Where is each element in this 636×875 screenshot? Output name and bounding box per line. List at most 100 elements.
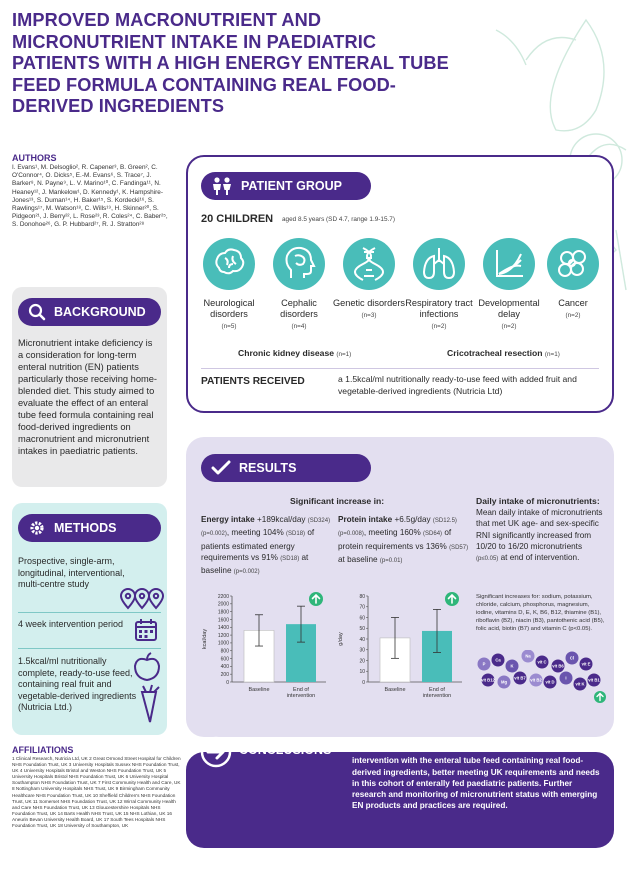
authors-list: I. Evans¹, M. Delsoglio², R. Capener³, B… xyxy=(12,164,168,229)
energy-sd: (SD324) xyxy=(307,518,331,524)
energy-p: (p=0.002) xyxy=(233,569,260,576)
micronutrient-bubble xyxy=(559,671,573,685)
micronutrient-bubble-label: vit B1 xyxy=(588,678,600,683)
conclusions-text: Macronutrient and micronutrient intakes … xyxy=(352,745,600,811)
protein-result: Protein intake +6.5g/day (SD12.5) (p=0.0… xyxy=(338,515,469,564)
arrow-up-icon xyxy=(311,593,321,604)
micronutrient-text: Mean daily intake of micronutrients that… xyxy=(476,507,604,565)
y-tick-label: 20 xyxy=(359,658,365,664)
conclusions-card xyxy=(186,752,614,848)
micronutrient-bubble xyxy=(481,673,495,687)
energy-text: at baseline xyxy=(201,552,309,576)
x-tick-label: End of xyxy=(293,687,309,693)
condition-label: Cancer xyxy=(558,298,588,308)
calendar-icon xyxy=(135,619,157,641)
micronutrient-bubble xyxy=(497,675,511,689)
condition-cancer: Cancer (n=2) xyxy=(536,238,610,319)
y-tick-label: 1600 xyxy=(218,617,229,623)
micronutrient-bubble-label: vit B12 xyxy=(481,678,495,683)
patient-group-heading-pill: PATIENT GROUP xyxy=(201,172,371,200)
x-tick-label: intervention xyxy=(423,693,451,699)
micronutrient-title: Daily intake of micronutrients: xyxy=(476,496,600,506)
micronutrient-significant-list: Significant increases for: sodium, potas… xyxy=(476,594,605,632)
energy-text: of patients estimated energy requirement… xyxy=(201,528,315,562)
micronutrient-bubble xyxy=(505,659,519,673)
cri-condition: Cricotracheal resection (n=1) xyxy=(447,348,560,358)
protein-sd: (SD57) xyxy=(449,544,469,551)
micronutrient-bubble xyxy=(491,653,505,667)
results-card xyxy=(186,437,614,737)
energy-delta: +189kcal/day xyxy=(256,515,306,524)
poster-title: IMPROVED MACRONUTRIENT AND MICRONUTRIENT… xyxy=(12,10,449,116)
micronutrient-bubble-label: vit B2 xyxy=(530,678,542,683)
energy-sd: (SD18) xyxy=(286,531,306,538)
micronutrient-bubble xyxy=(529,673,543,687)
methods-divider xyxy=(18,612,161,613)
protein-p: (p=0.01) xyxy=(379,557,403,564)
affiliations-heading: AFFILIATIONS xyxy=(12,745,74,755)
x-tick-label: End of xyxy=(429,687,445,693)
energy-result: Energy intake +189kcal/day (SD324) (p=0.… xyxy=(201,515,331,576)
protein-intake-chart: 0 10 20 30 40 50 60 70 80 g/day Baseline End ofinte… xyxy=(338,592,462,699)
y-tick-label: 200 xyxy=(221,672,230,678)
y-tick-label: 400 xyxy=(221,664,230,670)
micronutrient-bubbles: P Ca K Na vit C vit B6 Cl vit E vit B12 Mg vit B7 v… xyxy=(477,650,606,703)
significant-increase-title: Significant increase in: xyxy=(290,496,385,506)
protein-delta: +6.5g/day xyxy=(394,515,431,524)
arrow-up-icon xyxy=(447,593,457,604)
ckd-label: Chronic kidney disease xyxy=(238,348,334,358)
background-heading: BACKGROUND xyxy=(54,305,146,319)
search-icon xyxy=(28,303,46,321)
methods-heading-pill: METHODS xyxy=(18,514,161,542)
condition-count: (n=2) xyxy=(501,323,517,330)
affiliations-text: 1 Clinical Research, Nutricia Ltd, UK 2 … xyxy=(12,756,181,829)
energy-heading: Energy intake xyxy=(201,515,255,524)
condition-genetic: Genetic disorders (n=3) xyxy=(332,238,406,319)
condition-respiratory: Respiratory tract infections (n=2) xyxy=(402,238,476,330)
y-tick-label: 60 xyxy=(359,615,365,621)
condition-count: (n=2) xyxy=(565,312,581,319)
y-tick-label: 0 xyxy=(362,680,365,686)
y-tick-label: 10 xyxy=(359,669,365,675)
protein-text: meeting 160% xyxy=(368,528,421,538)
condition-label: Developmental delay xyxy=(478,298,540,319)
micronutrient-bubble xyxy=(587,673,601,687)
y-tick-label: 0 xyxy=(226,680,229,686)
energy-sd: (SD18) xyxy=(280,555,300,562)
brain-icon xyxy=(203,238,255,290)
protein-heading: Protein intake xyxy=(338,515,393,524)
micronutrient-bubble xyxy=(565,651,579,665)
location-pins-icon xyxy=(120,588,164,610)
methods-item-1: Prospective, single-arm, longitudinal, i… xyxy=(18,556,125,589)
micronutrient-bubble-label: Ca xyxy=(495,658,501,663)
dna-icon xyxy=(343,238,395,290)
x-tick-label: Baseline xyxy=(384,687,405,693)
micronutrient-bubble-label: Na xyxy=(525,654,531,659)
micronutrient-bubble xyxy=(551,659,565,673)
protein-p: (p=0.008) xyxy=(338,531,364,538)
growth-chart-icon xyxy=(483,238,535,290)
condition-neurological: Neurological disorders (n=5) xyxy=(192,238,266,330)
micronutrient-bubble-label: vit B7 xyxy=(514,676,526,681)
y-tick-label: 1800 xyxy=(218,609,229,615)
methods-divider xyxy=(18,648,161,649)
condition-count: (n=2) xyxy=(431,323,447,330)
micronutrient-bubble xyxy=(573,677,587,691)
arrow-right-icon xyxy=(200,736,232,768)
methods-item-2: 4 week intervention period xyxy=(18,619,124,629)
micronutrient-bubble xyxy=(513,671,527,685)
children-count: 20 CHILDREN xyxy=(201,213,274,225)
y-tick-label: 50 xyxy=(359,626,365,632)
x-tick-label: intervention xyxy=(287,693,315,699)
cri-count: (n=1) xyxy=(544,351,560,358)
x-tick-label: Baseline xyxy=(248,687,269,693)
y-tick-label: 30 xyxy=(359,648,365,654)
results-heading: RESULTS xyxy=(239,461,297,475)
condition-count: (n=3) xyxy=(361,312,377,319)
micronutrient-bubble-label: Cl xyxy=(570,656,574,661)
micronutrient-bubble-label: I xyxy=(565,676,566,681)
y-tick-label: 800 xyxy=(221,649,230,655)
protein-sd: (SD12.5) xyxy=(432,518,457,524)
micronutrient-bubble-label: K xyxy=(510,664,513,669)
